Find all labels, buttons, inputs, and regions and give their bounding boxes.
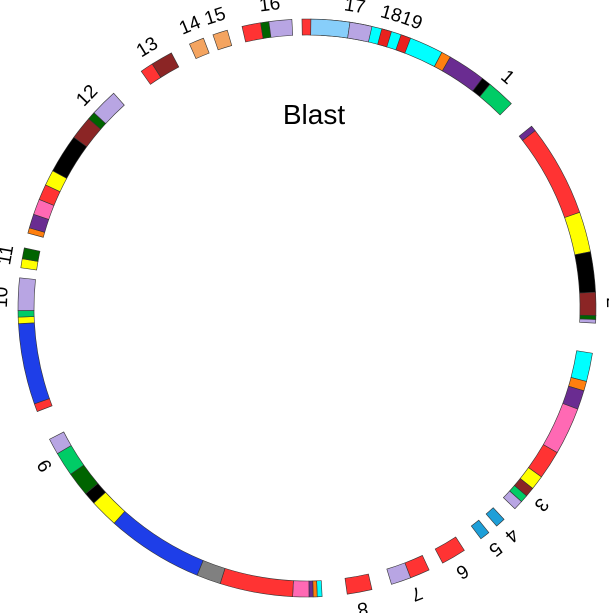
chromosome-17: 17 [301,0,373,43]
chromosome-3: 3 [502,350,593,516]
chromosome-9-segment-12 [49,431,72,455]
chromosome-label-15: 15 [202,3,228,29]
chromosome-12-segment-9 [93,92,125,124]
chromosome-6-segment-1 [434,536,465,564]
chromosome-15: 15 [202,3,233,51]
chromosome-3-segment-9 [502,490,522,510]
chromosome-8-segment-1 [344,573,373,595]
chromosome-16-segment-1 [241,22,264,43]
chromosome-2-segment-4 [574,251,596,294]
chromosome-2-segment-3 [564,211,591,256]
chromosome-10-segment-2 [18,322,50,405]
chromosome-5: 5 [470,519,506,560]
chromosome-label-11: 11 [0,243,18,266]
chromosome-label-9: 9 [33,455,56,475]
chromosome-label-14: 14 [176,12,204,40]
chromosome-2-segment-5 [579,291,597,316]
chromosome-3-segment-4 [542,403,579,454]
chromosome-5-segment-1 [470,519,490,540]
chromosome-9: 9 [33,431,323,598]
chromosome-16-segment-3 [268,19,294,38]
chromosome-label-2: 2 [602,297,609,308]
chromosome-13-segment-2 [151,52,180,78]
chromosome-11: 11 [0,243,41,271]
chromosome-9-segment-2 [312,580,318,598]
chromosome-10-segment-3 [17,316,35,324]
chromosome-19-segment-1 [395,34,411,54]
chromosome-3-segment-1 [570,350,593,382]
chromosome-16: 16 [241,0,294,43]
chromosome-13: 13 [133,33,180,85]
chromosome-label-8: 8 [356,597,370,613]
chromosome-label-5: 5 [484,537,505,560]
chromosome-label-1: 1 [497,66,519,89]
chromosome-9-segment-1 [316,580,323,598]
chromosome-8: 8 [344,573,373,613]
chromosome-1-segment-5 [479,83,512,116]
chromosome-2: 2 [518,125,609,324]
chromosome-9-segment-7 [113,510,204,576]
chromosome-label-10: 10 [0,286,13,308]
chromosome-7-segment-2 [386,562,411,585]
chromosome-12-segment-6 [52,136,88,179]
chromosome-label-13: 13 [133,33,162,62]
chromosome-10: 10 [0,277,53,412]
chromosome-17-segment-2 [310,18,351,39]
chromosome-7: 7 [386,555,430,605]
chromosome-2-segment-2 [522,130,581,219]
chromosome-18-segment-1 [377,28,392,48]
chromosome-11-segment-2 [21,247,41,262]
chromosome-label-17: 17 [343,0,367,18]
chromosome-9-segment-5 [219,568,294,597]
chromosome-12: 12 [27,81,125,238]
chromosome-label-4: 4 [500,524,522,547]
chromosome-label-12: 12 [72,81,102,111]
chromosome-label-16: 16 [258,0,282,17]
chromosome-10-segment-4 [17,310,35,318]
chromosome-label-3: 3 [530,494,553,516]
chromosome-9-segment-4 [292,580,310,598]
chromosome-2-segment-7 [579,318,597,324]
chromosome-4-segment-1 [485,507,505,527]
chromosome-label-6: 6 [452,559,472,582]
plot-title: Blast [283,99,345,130]
chromosome-10-segment-5 [17,277,36,311]
chromosome-6: 6 [434,536,472,583]
chromosome-15-segment-1 [212,29,233,51]
chromosome-17-segment-3 [347,21,373,43]
chromosome-14-segment-1 [189,37,210,59]
chromosome-9-segment-3 [308,580,314,598]
chromosome-17-segment-1 [301,18,312,36]
chromosome-label-7: 7 [408,581,425,604]
